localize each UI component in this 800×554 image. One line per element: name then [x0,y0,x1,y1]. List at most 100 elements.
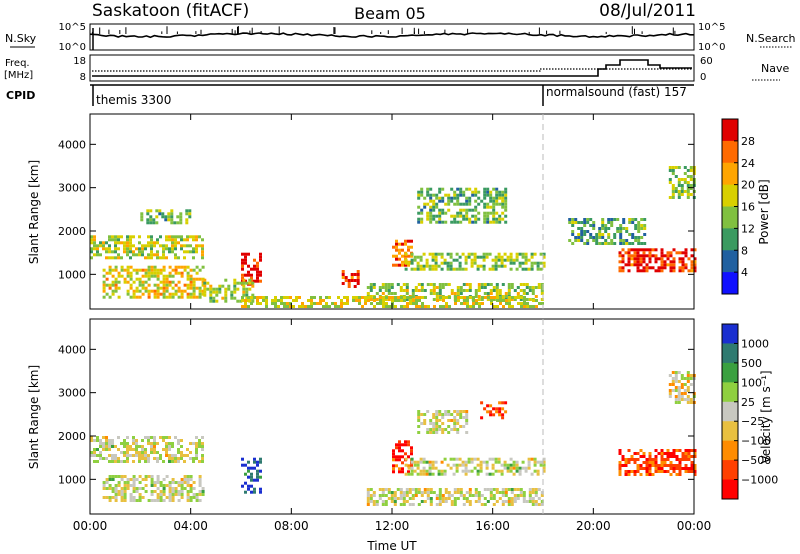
data-cell [144,247,147,251]
data-cell [627,269,631,273]
data-cell [444,193,448,197]
data-cell [129,484,133,487]
data-cell [446,261,450,265]
data-cell [501,211,505,215]
data-cell [456,410,460,413]
data-cell [508,296,511,299]
colorbar-tick-label: 24 [741,157,755,170]
data-cell [230,296,234,300]
data-cell [168,271,172,275]
data-cell [385,305,388,308]
data-cell [132,253,135,257]
data-cell [395,446,398,450]
data-cell [438,413,442,416]
data-cell [666,470,670,473]
data-cell [486,190,490,194]
data-cell [120,265,124,269]
data-cell [525,286,529,289]
data-cell [177,490,181,493]
data-cell [117,253,120,257]
data-cell [417,413,421,416]
data-cell [515,252,519,256]
data-cell [539,463,543,467]
data-cell [488,252,492,256]
data-cell [601,227,605,230]
data-cell [678,461,682,464]
data-cell [648,464,652,467]
data-cell [123,487,127,490]
data-cell [619,242,623,245]
data-cell [495,199,499,203]
data-cell [426,217,430,221]
data-cell [102,247,105,251]
data-cell [448,305,451,308]
data-cell [215,287,219,291]
data-cell [366,500,370,503]
data-cell [117,460,120,463]
data-cell [459,494,463,497]
data-cell [242,284,246,288]
data-cell [192,235,195,239]
data-cell [162,277,166,281]
data-cell [501,407,505,411]
data-cell [539,252,543,256]
data-cell [105,457,108,460]
data-cell [198,268,202,272]
data-cell [248,281,252,285]
data-cell [504,202,508,206]
data-cell [515,460,519,464]
data-cell [441,286,445,289]
data-cell [162,250,165,254]
data-cell [417,289,421,292]
data-cell [411,503,415,506]
data-cell [438,425,442,428]
data-cell [105,283,109,287]
data-cell [364,296,367,299]
data-cell [509,261,513,265]
data-cell [233,290,237,294]
data-cell [500,472,504,476]
data-cell [450,419,454,422]
data-cell [468,217,472,221]
data-cell [660,266,664,270]
data-cell [174,241,177,245]
data-cell [301,305,304,308]
data-cell [413,267,417,271]
data-cell [666,251,670,255]
data-cell [636,257,640,261]
data-cell [162,499,166,502]
data-cell [247,273,250,277]
data-cell [126,271,130,275]
data-cell [188,212,192,216]
data-cell [500,261,504,265]
data-cell [410,457,414,461]
data-cell [516,286,520,289]
data-cell [509,466,513,470]
data-cell [645,467,649,470]
data-cell [93,460,96,463]
data-cell [394,305,397,308]
data-cell [364,302,367,305]
data-cell [150,436,153,439]
data-cell [393,503,397,506]
data-cell [666,455,670,458]
data-cell [434,267,438,271]
data-cell [141,244,144,248]
data-cell [524,469,528,473]
data-cell [126,265,130,269]
data-cell [141,448,144,451]
data-cell [633,461,637,464]
data-cell [256,273,259,277]
data-cell [468,286,472,289]
data-cell [441,428,445,431]
data-cell [435,503,439,506]
data-cell [442,296,445,299]
data-cell [111,460,114,463]
data-cell [150,484,154,487]
data-cell [429,196,433,200]
data-cell [165,496,169,499]
data-cell [618,461,622,464]
data-cell [201,247,204,251]
data-cell [580,230,584,233]
data-cell [183,238,186,242]
